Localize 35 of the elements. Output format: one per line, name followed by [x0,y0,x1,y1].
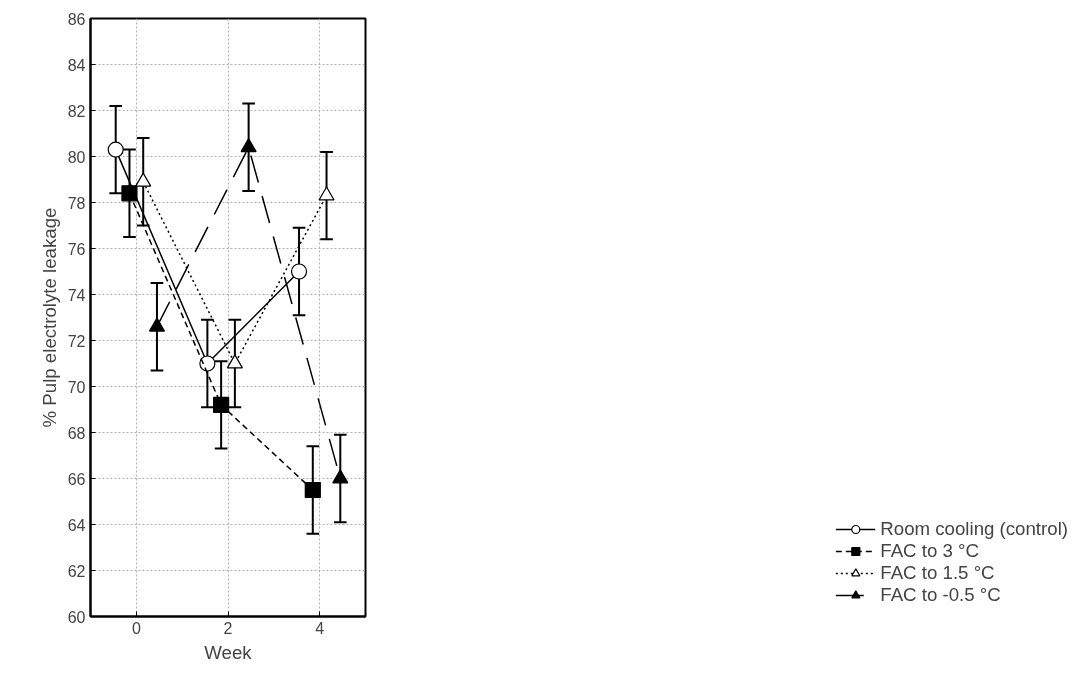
y-tick-label: 70 [67,378,86,396]
point [304,481,321,499]
x-axis-title: Week [204,641,253,663]
x-tick-label: 2 [223,619,233,637]
legend-label: FAC to 1.5 °C [880,562,995,584]
point [121,185,138,202]
point [135,172,152,187]
y-tick-label: 60 [67,608,86,626]
point [107,141,124,158]
x-tick-label: 0 [131,619,141,637]
point [148,317,166,332]
y-tick-label: 74 [67,286,86,304]
y-tick-label: 78 [67,194,86,212]
y-tick-label: 82 [67,102,86,120]
y-tick-label: 76 [67,240,86,258]
y-axis-title: % Pulp electrolyte leakage [38,207,60,428]
y-tick-label: 72 [67,332,86,350]
legend-label: Room cooling (control) [880,518,1068,540]
y-tick-label: 66 [67,470,86,488]
y-tick-label: 84 [67,56,86,74]
point [318,186,335,201]
point [332,469,349,484]
legend-label: FAC to -0.5 °C [880,584,1001,606]
y-tick-label: 62 [67,562,86,580]
y-tick-label: 68 [67,424,86,442]
legend-label: FAC to 3 °C [880,540,980,562]
point [226,354,243,369]
y-tick-label: 64 [67,516,86,534]
point [199,355,216,372]
x-tick-label: 4 [315,619,325,637]
point [290,263,308,280]
point [240,138,257,153]
y-tick-label: 80 [67,148,86,166]
point [213,396,230,413]
y-tick-label: 86 [67,10,86,28]
